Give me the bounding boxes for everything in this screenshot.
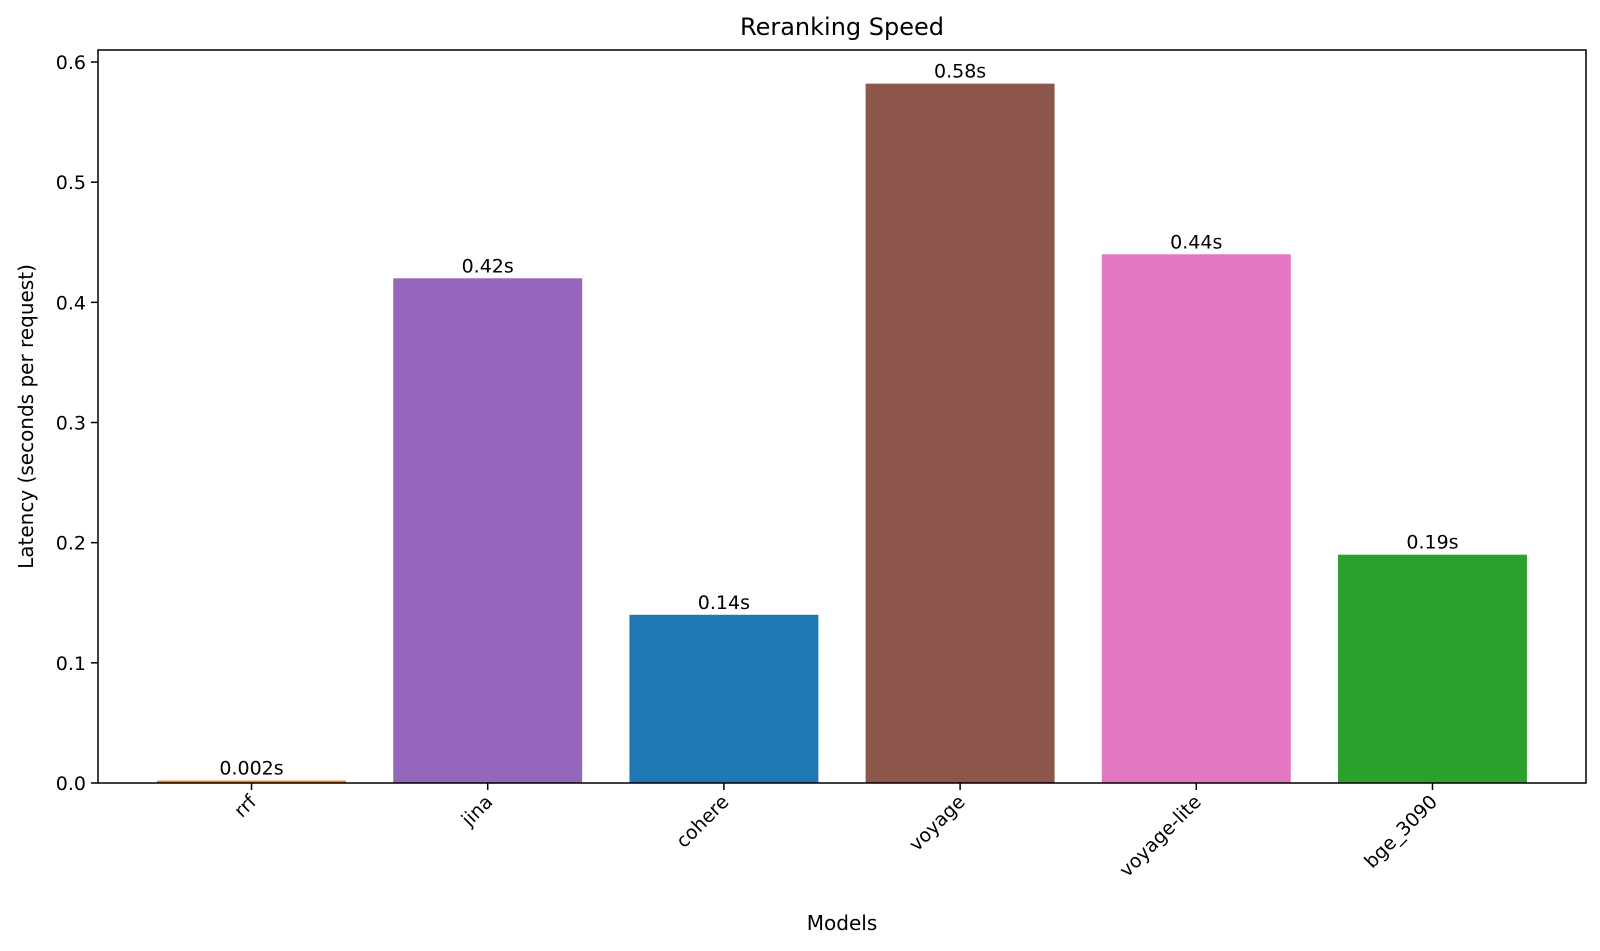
- data-label-jina: 0.42s: [462, 255, 514, 277]
- x-axis: rrf jina cohere voyage voyage-lite bge_3090: [230, 783, 1442, 882]
- bar-series: [157, 83, 1527, 784]
- bar-cohere: [629, 614, 819, 783]
- data-label-voyage: 0.58s: [934, 61, 986, 83]
- bar-bge_3090: [1338, 554, 1527, 783]
- y-tick-label: 0.3: [56, 413, 86, 435]
- x-axis-title: Models: [807, 911, 877, 935]
- y-tick-label: 0.1: [56, 653, 86, 675]
- bar-voyage-lite: [1101, 254, 1291, 783]
- y-axis-title: Latency (seconds per request): [14, 264, 38, 569]
- x-tick-label-cohere: cohere: [672, 791, 733, 852]
- bar-rrf: [157, 780, 346, 783]
- y-tick-label: 0.6: [56, 52, 86, 74]
- y-tick-label: 0.5: [56, 172, 86, 194]
- chart-title: Reranking Speed: [740, 13, 944, 41]
- x-tick-label-bge_3090: bge_3090: [1360, 791, 1442, 873]
- x-tick-label-voyage-lite: voyage-lite: [1115, 791, 1206, 882]
- plot-frame: [97, 49, 1587, 784]
- data-label-cohere: 0.14s: [698, 592, 750, 614]
- y-tick-label: 0.2: [56, 533, 86, 555]
- data-label-rrf: 0.002s: [219, 758, 283, 780]
- x-tick-label-jina: jina: [457, 791, 497, 831]
- bar-jina: [393, 278, 583, 783]
- bar-voyage: [865, 83, 1055, 784]
- x-tick-label-voyage: voyage: [905, 791, 970, 856]
- y-tick-label: 0.0: [56, 773, 86, 795]
- data-label-bge_3090: 0.19s: [1406, 532, 1458, 554]
- y-axis: 0.0 0.1 0.2 0.3 0.4 0.5 0.6: [56, 52, 98, 795]
- data-labels: 0.002s 0.42s 0.14s 0.58s 0.44s 0.19s: [219, 61, 1458, 780]
- x-tick-label-rrf: rrf: [230, 790, 262, 822]
- y-tick-label: 0.4: [56, 292, 86, 314]
- data-label-voyage-lite: 0.44s: [1170, 231, 1222, 253]
